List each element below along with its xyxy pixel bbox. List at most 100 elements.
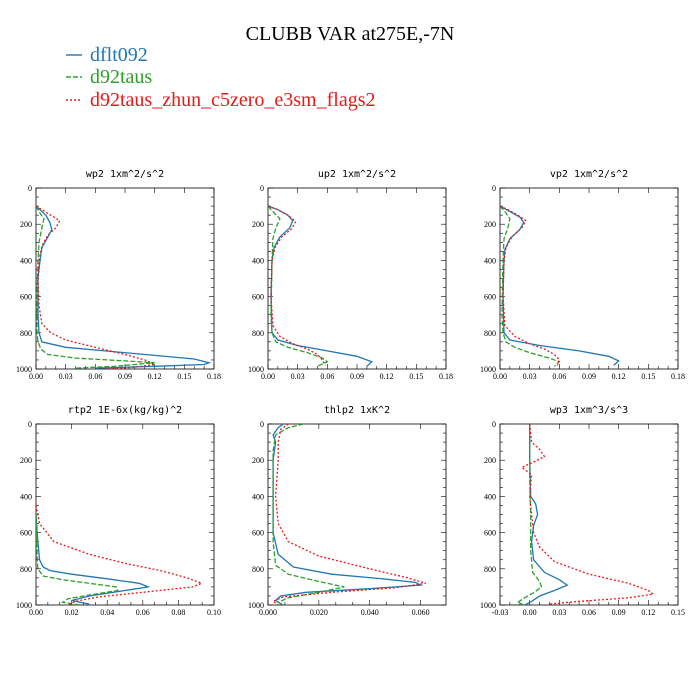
series-line-d92taus (516, 424, 543, 605)
panel-title-1: up2 1xm^2/s^2 (318, 169, 396, 180)
panel-5: wp3 1xm^3/s^3 -0.03 0.00 0.03 0.06 0.09 0.12 0.… (480, 405, 685, 617)
y-tick-label: 200 (252, 220, 264, 229)
y-tick-label: 0 (28, 420, 32, 429)
x-tick-label: 0.06 (88, 372, 102, 381)
panel-title-5: wp3 1xm^3/s^3 (550, 405, 628, 416)
y-tick-label: 600 (484, 293, 496, 302)
x-tick-label: 0.09 (612, 608, 626, 617)
panel-title-2: vp2 1xm^2/s^2 (550, 169, 628, 180)
y-tick-label: 400 (252, 492, 264, 501)
x-tick-label: 0.09 (118, 372, 132, 381)
x-tick-label: 0.03 (552, 608, 566, 617)
x-tick-label: 0.00 (29, 372, 43, 381)
x-tick-label: 0.12 (612, 372, 626, 381)
x-tick-label: 0.040 (361, 608, 379, 617)
y-tick-label: 1000 (480, 365, 496, 374)
series-line-d92taus-zhun (500, 205, 561, 366)
series-line-d92taus (272, 424, 345, 605)
y-tick-label: 0 (492, 420, 496, 429)
y-tick-label: 200 (484, 220, 496, 229)
series-line-d92taus-zhun (36, 505, 204, 605)
plot-frame-5 (499, 423, 679, 606)
y-tick-label: 600 (252, 529, 264, 538)
x-tick-label: 0.18 (207, 372, 221, 381)
y-tick-label: 1000 (16, 601, 32, 610)
y-tick-label: 1000 (248, 601, 264, 610)
y-tick-label: 800 (252, 329, 264, 338)
y-tick-label: 0 (260, 420, 264, 429)
x-tick-label: 0.06 (582, 608, 596, 617)
y-tick-label: 1000 (480, 601, 496, 610)
panel-title-3: rtp2 1E-6x(kg/kg)^2 (68, 405, 182, 416)
y-tick-label: 0 (260, 184, 264, 193)
x-tick-label: 0.15 (409, 372, 423, 381)
series-line-dflt092 (500, 205, 620, 366)
series-line-d92taus (500, 205, 561, 367)
y-tick-label: 400 (252, 256, 264, 265)
x-tick-label: 0.15 (641, 372, 655, 381)
series-line-d92taus (268, 205, 329, 367)
y-tick-label: 200 (20, 220, 32, 229)
series-line-dflt092 (36, 205, 212, 369)
y-tick-label: 600 (252, 293, 264, 302)
series-line-d92taus (36, 514, 119, 605)
x-tick-label: 0.02 (65, 608, 79, 617)
plot-frame-0 (35, 187, 215, 370)
panel-0: wp2 1xm^2/s^2 0.00 0.03 0.06 0.09 0.12 0.15 0.1… (16, 169, 221, 381)
y-tick-label: 400 (20, 492, 32, 501)
panel-2: vp2 1xm^2/s^2 0.00 0.03 0.06 0.09 0.12 0.15 0.1… (480, 169, 685, 381)
series-line-d92taus (36, 205, 155, 369)
x-tick-label: 0.12 (148, 372, 162, 381)
plot-frame-1 (267, 187, 447, 370)
series-line-dflt092 (272, 424, 423, 605)
y-tick-label: 800 (484, 565, 496, 574)
y-tick-label: 200 (20, 456, 32, 465)
y-tick-label: 200 (252, 456, 264, 465)
figure-title: CLUBB VAR at275E,-7N (246, 23, 455, 45)
panel-4: thlp2 1xK^2 0.000 0.020 0.040 0.060 0 200 400 60… (248, 405, 447, 617)
panel-title-4: thlp2 1xK^2 (324, 405, 390, 416)
y-tick-label: 800 (252, 565, 264, 574)
y-tick-label: 800 (20, 565, 32, 574)
x-tick-label: 0.06 (136, 608, 150, 617)
series-line-dflt092 (268, 205, 374, 367)
y-tick-label: 600 (20, 529, 32, 538)
x-tick-label: 0.00 (523, 608, 537, 617)
y-tick-label: 600 (484, 529, 496, 538)
panel-1: up2 1xm^2/s^2 0.00 0.03 0.06 0.09 0.12 0.15 0.1… (248, 169, 453, 381)
x-tick-label: 0.00 (493, 372, 507, 381)
x-tick-label: -0.03 (492, 608, 509, 617)
series-line-dflt092 (524, 424, 569, 605)
y-tick-label: 1000 (248, 365, 264, 374)
panels: wp2 1xm^2/s^2 0.00 0.03 0.06 0.09 0.12 0.15 0.1… (16, 169, 685, 617)
panel-3: rtp2 1E-6x(kg/kg)^2 0.00 0.02 0.04 0.06 0.08 0… (16, 405, 221, 617)
x-tick-label: 0.09 (350, 372, 364, 381)
y-tick-label: 1000 (16, 365, 32, 374)
x-tick-label: 0.03 (523, 372, 537, 381)
series-line-d92taus-zhun (520, 424, 655, 605)
x-tick-label: 0.04 (100, 608, 114, 617)
series-line-d92taus-zhun (268, 205, 326, 366)
x-tick-label: 0.10 (207, 608, 221, 617)
x-tick-label: 0.12 (380, 372, 394, 381)
x-tick-label: 0.060 (412, 608, 430, 617)
series-line-d92taus-zhun (36, 205, 157, 369)
y-tick-label: 800 (484, 329, 496, 338)
panel-title-0: wp2 1xm^2/s^2 (86, 169, 164, 180)
legend-item-d92taus: d92taus (66, 66, 152, 88)
x-tick-label: 0.03 (59, 372, 73, 381)
legend-label-d92taus-zhun: d92taus_zhun_c5zero_e3sm_flags2 (90, 89, 375, 111)
x-tick-label: 0.15 (671, 608, 685, 617)
y-tick-label: 0 (28, 184, 32, 193)
x-tick-label: 0.00 (29, 608, 43, 617)
x-tick-label: 0.06 (320, 372, 334, 381)
x-tick-label: 0.18 (671, 372, 685, 381)
y-tick-label: 800 (20, 329, 32, 338)
y-tick-label: 600 (20, 293, 32, 302)
x-tick-label: 0.12 (641, 608, 655, 617)
series-line-d92taus-zhun (271, 424, 426, 605)
x-tick-label: 0.06 (552, 372, 566, 381)
x-tick-label: 0.08 (171, 608, 185, 617)
legend-label-dflt092: dflt092 (90, 44, 148, 66)
